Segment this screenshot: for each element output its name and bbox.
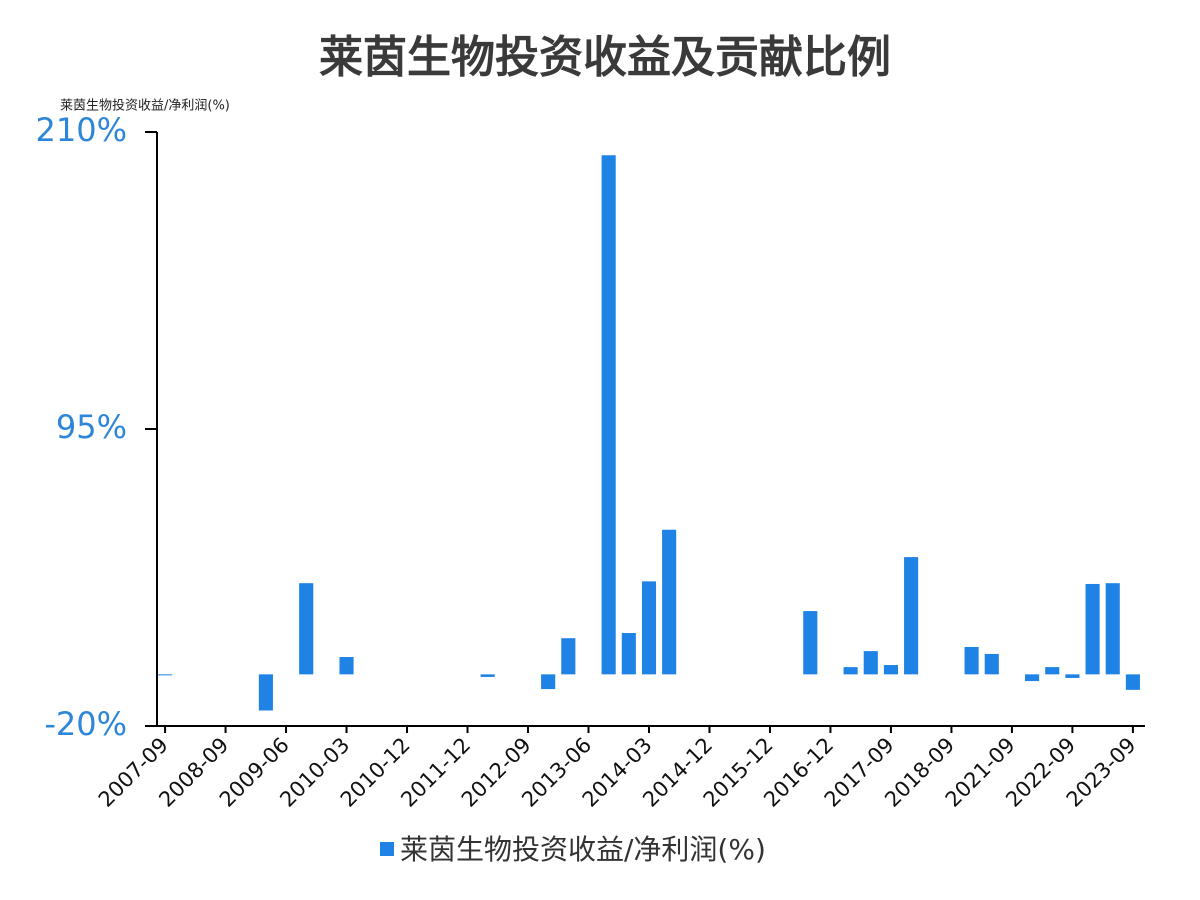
y-tick-label: -20% bbox=[44, 705, 127, 743]
bar bbox=[480, 674, 495, 677]
y-tick-label: 210% bbox=[36, 111, 127, 149]
bar bbox=[883, 665, 898, 675]
y-axis-title: 莱茵生物投资收益/净利润(%) bbox=[60, 98, 230, 114]
legend-label: 莱茵生物投资收益/净利润(%) bbox=[400, 833, 766, 866]
bar bbox=[984, 653, 999, 675]
bar bbox=[1025, 674, 1040, 682]
bar bbox=[803, 611, 818, 675]
bar bbox=[1085, 583, 1100, 675]
bar bbox=[1045, 667, 1060, 675]
bar bbox=[863, 651, 878, 675]
bar bbox=[1125, 674, 1140, 690]
bar bbox=[541, 674, 556, 690]
bar bbox=[964, 646, 979, 675]
bar bbox=[339, 657, 354, 675]
bar bbox=[601, 155, 616, 675]
bar bbox=[258, 674, 273, 711]
bar bbox=[843, 667, 858, 675]
legend-swatch bbox=[380, 842, 394, 856]
bar bbox=[641, 581, 657, 675]
bar bbox=[1105, 583, 1120, 675]
bar bbox=[662, 529, 677, 675]
bar bbox=[904, 557, 919, 675]
y-tick-label: 95% bbox=[56, 408, 127, 446]
bar bbox=[299, 583, 314, 675]
bar bbox=[621, 633, 636, 675]
chart-title: 莱茵生物投资收益及贡献比例 bbox=[319, 32, 891, 83]
bar bbox=[158, 674, 173, 676]
bar bbox=[561, 638, 576, 675]
bar bbox=[1065, 674, 1080, 678]
